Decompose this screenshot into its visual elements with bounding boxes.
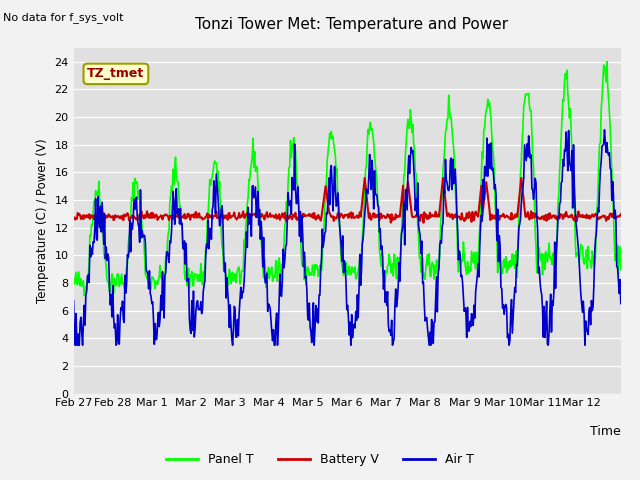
Legend: Panel T, Battery V, Air T: Panel T, Battery V, Air T (161, 448, 479, 471)
Y-axis label: Temperature (C) / Power (V): Temperature (C) / Power (V) (36, 139, 49, 303)
Text: TZ_tmet: TZ_tmet (87, 67, 145, 80)
Text: No data for f_sys_volt: No data for f_sys_volt (3, 12, 124, 23)
Text: Time: Time (590, 425, 621, 438)
Text: Tonzi Tower Met: Temperature and Power: Tonzi Tower Met: Temperature and Power (195, 17, 509, 32)
